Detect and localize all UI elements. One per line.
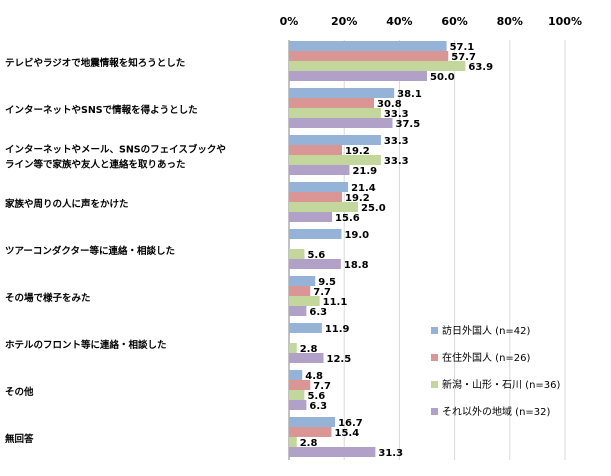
data-label: 30.8 — [377, 99, 402, 110]
category-label: インターネットやメール、SNSのフェイスブックやライン等で家族や友人と連絡を取り… — [5, 144, 226, 171]
category-label: ツアーコンダクター等に連絡・相談した — [5, 245, 175, 257]
data-label: 7.7 — [313, 381, 331, 392]
legend-swatch — [431, 327, 438, 334]
bar — [289, 71, 427, 81]
bar — [289, 323, 322, 333]
data-label: 33.3 — [384, 136, 409, 147]
x-tick-label: 40% — [386, 15, 412, 28]
bar — [289, 353, 324, 363]
data-label: 31.3 — [378, 448, 403, 459]
legend-swatch — [431, 408, 438, 415]
bar — [289, 343, 297, 353]
bar — [289, 61, 466, 71]
bar — [289, 135, 381, 145]
data-label: 2.8 — [300, 344, 318, 355]
category-label: 無回答 — [5, 433, 34, 445]
category-label: テレビやラジオで地震情報を知ろうとした — [5, 57, 185, 69]
data-label: 6.3 — [309, 401, 327, 412]
bar — [289, 276, 316, 286]
category-label: インターネットやSNSで情報を得ようとした — [5, 104, 198, 116]
data-label: 25.0 — [361, 203, 386, 214]
bar — [289, 88, 395, 98]
bar — [289, 118, 393, 128]
category-label: その場で様子をみた — [5, 292, 91, 304]
bar — [289, 145, 342, 155]
data-label: 4.8 — [305, 371, 323, 382]
data-label: 15.4 — [335, 428, 360, 439]
data-label: 21.9 — [352, 166, 377, 177]
legend-label: 新潟・山形・石川 (n=36) — [442, 378, 561, 391]
x-tick-label: 100% — [548, 15, 582, 28]
bar — [289, 41, 447, 51]
data-label: 33.3 — [384, 156, 409, 167]
data-label: 18.8 — [344, 260, 369, 271]
bar — [289, 108, 381, 118]
legend-swatch — [431, 354, 438, 361]
bar — [289, 306, 307, 316]
bar — [289, 296, 320, 306]
bar — [289, 437, 297, 447]
x-tick-label: 80% — [497, 15, 523, 28]
category-labels: テレビやラジオで地震情報を知ろうとしたインターネットやSNSで情報を得ようとした… — [5, 57, 226, 445]
bar — [289, 390, 305, 400]
bar — [289, 192, 342, 202]
legend-label: それ以外の地域 (n=32) — [442, 405, 551, 418]
data-label: 19.0 — [344, 230, 369, 241]
bar — [289, 370, 303, 380]
data-label: 50.0 — [430, 72, 455, 83]
data-label: 9.5 — [318, 277, 336, 288]
data-label: 33.3 — [384, 109, 409, 120]
bar — [289, 286, 311, 296]
bar — [289, 259, 341, 269]
bar — [289, 229, 342, 239]
bar — [289, 380, 311, 390]
data-label: 21.4 — [351, 183, 376, 194]
category-label: ホテルのフロント等に連絡・相談した — [5, 339, 167, 351]
data-label: 5.6 — [307, 250, 325, 261]
x-axis-ticks: 0% 20% 40% 60% 80% 100% — [280, 15, 582, 28]
data-label: 16.7 — [338, 418, 363, 429]
data-label: 7.7 — [313, 287, 331, 298]
bar — [289, 427, 332, 437]
data-label: 19.2 — [345, 193, 370, 204]
data-label: 15.6 — [335, 213, 360, 224]
legend: 訪日外国人 (n=42) 在住外国人 (n=26) 新潟・山形・石川 (n=36) そ… — [431, 324, 561, 418]
data-label: 2.8 — [300, 438, 318, 449]
bar — [289, 98, 375, 108]
data-label: 19.2 — [345, 146, 370, 157]
bar — [289, 51, 449, 61]
data-label: 5.6 — [307, 391, 325, 402]
bar — [289, 202, 358, 212]
bars — [289, 41, 466, 457]
bar — [289, 182, 349, 192]
legend-swatch — [431, 381, 438, 388]
bar — [289, 417, 336, 427]
x-tick-label: 0% — [280, 15, 299, 28]
data-label: 63.9 — [468, 62, 493, 73]
category-label: その他 — [5, 386, 34, 398]
data-label: 11.1 — [323, 297, 348, 308]
bar — [289, 249, 305, 259]
bar — [289, 165, 350, 175]
data-label: 37.5 — [396, 119, 421, 130]
data-label: 12.5 — [327, 354, 352, 365]
data-label: 57.1 — [450, 42, 475, 53]
legend-label: 訪日外国人 (n=42) — [442, 324, 531, 337]
bar — [289, 212, 333, 222]
bar — [289, 400, 307, 410]
category-label: 家族や周りの人に声をかけた — [5, 198, 129, 210]
data-label: 38.1 — [397, 89, 422, 100]
x-tick-label: 20% — [331, 15, 357, 28]
data-label: 57.7 — [451, 52, 476, 63]
bar — [289, 155, 381, 165]
legend-label: 在住外国人 (n=26) — [442, 351, 531, 364]
data-label: 11.9 — [325, 324, 350, 335]
x-tick-label: 60% — [441, 15, 467, 28]
bar — [289, 447, 376, 457]
value-labels: 57.157.763.950.038.130.833.337.533.319.2… — [300, 42, 493, 459]
data-label: 6.3 — [309, 307, 327, 318]
